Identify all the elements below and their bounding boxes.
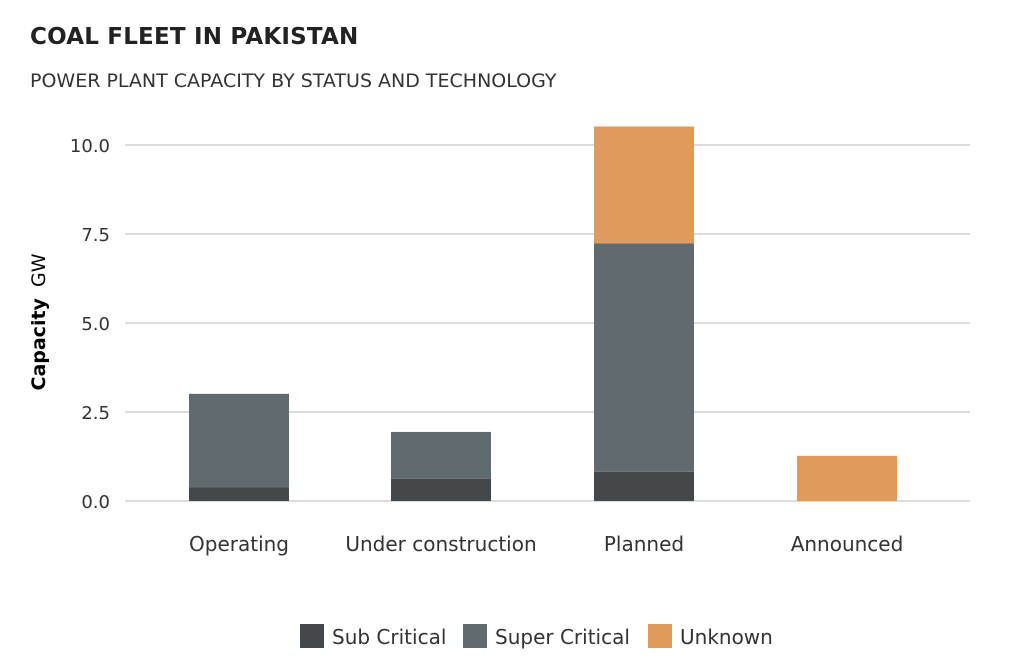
x-tick-label: Operating: [189, 532, 289, 556]
y-tick-label: 2.5: [81, 403, 110, 424]
x-tick-label: Planned: [604, 532, 684, 556]
bar-sub-critical: [189, 487, 289, 501]
legend-label: Unknown: [680, 625, 773, 649]
y-tick-label: 10.0: [70, 136, 110, 157]
bar-sub-critical: [391, 478, 491, 501]
y-tick-label: 5.0: [81, 314, 110, 335]
y-axis-label-bold: Capacity: [28, 297, 50, 390]
y-axis-label: Capacity GW: [28, 253, 50, 390]
y-tick-label: 7.5: [81, 225, 110, 246]
bar-unknown: [594, 126, 694, 244]
legend-label: Super Critical: [495, 625, 630, 649]
legend-swatch: [300, 624, 324, 648]
y-tick-label: 0.0: [81, 492, 110, 513]
chart-subtitle: POWER PLANT CAPACITY BY STATUS AND TECHN…: [30, 70, 557, 92]
bar-unknown: [797, 455, 897, 501]
bar-sub-critical: [594, 471, 694, 501]
chart-title: COAL FLEET IN PAKISTAN: [30, 24, 359, 50]
bar-super-critical: [189, 393, 289, 488]
y-axis-label-unit: GW: [28, 253, 50, 287]
bar-super-critical: [594, 243, 694, 472]
bar-super-critical: [391, 431, 491, 479]
x-tick-label: Announced: [791, 532, 904, 556]
x-tick-label: Under construction: [345, 532, 536, 556]
legend-swatch: [463, 624, 487, 648]
legend-swatch: [648, 624, 672, 648]
legend-label: Sub Critical: [332, 625, 446, 649]
